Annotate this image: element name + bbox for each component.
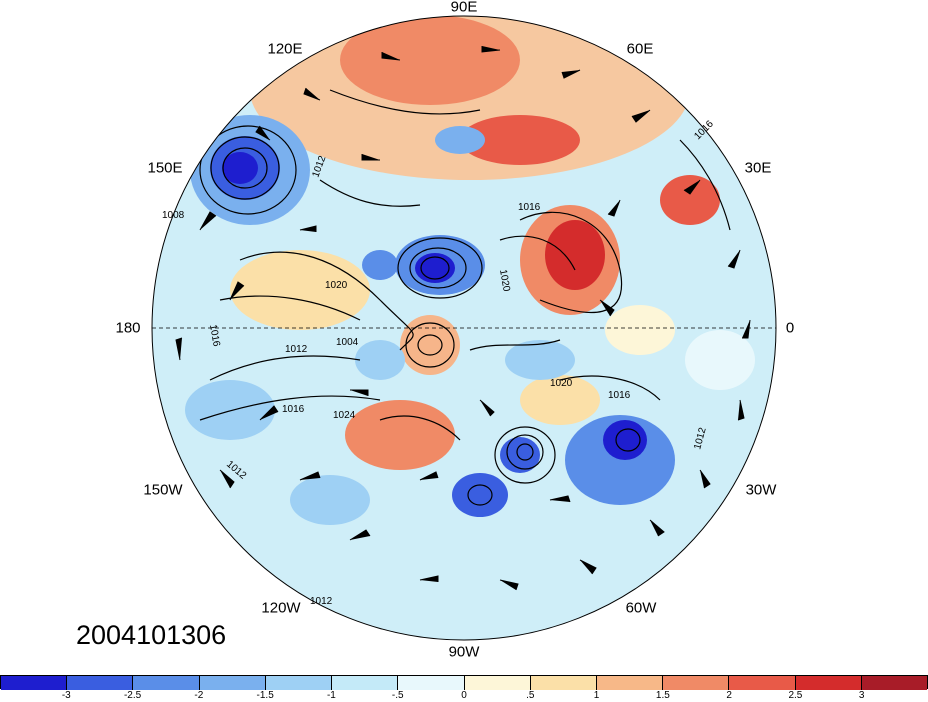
lon-label-180: 180 bbox=[115, 319, 141, 337]
lon-label-30w: 30W bbox=[745, 481, 777, 499]
colorbar-swatch bbox=[663, 676, 730, 690]
contour-label: 1016 bbox=[608, 390, 631, 401]
colorbar-tick-label: 0 bbox=[461, 690, 467, 701]
colorbar-tick-label: 1 bbox=[593, 690, 600, 701]
lon-label-150e: 150E bbox=[147, 159, 183, 177]
colorbar-swatch bbox=[1, 676, 68, 690]
colorbar-tick-label: 3 bbox=[858, 690, 865, 701]
lon-label-60e: 60E bbox=[626, 40, 654, 58]
colorbar-tick-label: -2.5 bbox=[123, 690, 142, 701]
colorbar-tick-label: 2 bbox=[726, 690, 732, 701]
colorbar-swatch bbox=[67, 676, 134, 690]
lon-label-30e: 30E bbox=[744, 159, 772, 177]
colorbar-swatch bbox=[795, 676, 862, 690]
colorbar-swatch bbox=[265, 676, 333, 690]
contour-label: 1008 bbox=[162, 210, 185, 221]
isobar-contours bbox=[199, 89, 731, 506]
colorbar-swatch bbox=[861, 676, 928, 690]
date-stamp: 2004101306 bbox=[76, 620, 227, 650]
contour-label: 1016 bbox=[207, 324, 222, 348]
lon-label-90w: 90W bbox=[448, 643, 480, 661]
lon-label-150w: 150W bbox=[143, 481, 183, 499]
colorbar-swatch bbox=[729, 676, 796, 690]
colorbar-swatch bbox=[530, 676, 597, 690]
colorbar-swatch bbox=[332, 676, 399, 690]
colorbar-tick-label: 1.5 bbox=[655, 690, 670, 701]
contour-label-group: 1016 1012 1008 1020 1016 1012 1004 1016 … bbox=[162, 118, 716, 607]
colorbar-tick-label: -2 bbox=[194, 690, 204, 701]
colorbar-tick-label: -1.5 bbox=[256, 690, 274, 701]
colorbar-swatch bbox=[133, 676, 200, 690]
map-boundary bbox=[151, 15, 777, 641]
lon-label-60w: 60W bbox=[625, 599, 657, 617]
colorbar-tick-label: .5 bbox=[526, 690, 535, 701]
colorbar-swatch bbox=[464, 676, 531, 690]
contour-label: 1004 bbox=[336, 337, 359, 348]
colorbar-swatch bbox=[596, 676, 664, 690]
contour-label: 1020 bbox=[497, 269, 512, 293]
colorbar-tick-label: 2.5 bbox=[788, 690, 803, 701]
lon-label-0: 0 bbox=[785, 319, 795, 337]
colorbar bbox=[0, 675, 928, 690]
colorbar-tick-label: -1 bbox=[326, 690, 336, 701]
wind-barbs bbox=[175, 46, 751, 591]
contour-label: 1012 bbox=[285, 344, 308, 355]
colorbar-swatch bbox=[199, 676, 266, 690]
colorbar-swatch bbox=[398, 676, 465, 690]
contour-label: 1020 bbox=[325, 280, 348, 291]
contour-label: 1020 bbox=[550, 378, 573, 389]
colorbar-tick-label: -.5 bbox=[391, 690, 404, 701]
lon-label-120e: 120E bbox=[267, 40, 303, 58]
lon-label-120w: 120W bbox=[261, 599, 301, 617]
contour-label: 1024 bbox=[333, 410, 356, 421]
contour-label: 1016 bbox=[518, 202, 541, 213]
lon-label-90e: 90E bbox=[450, 0, 478, 16]
colorbar-tick-label: -3 bbox=[61, 690, 71, 701]
contour-label: 1012 bbox=[310, 596, 333, 607]
contour-label: 1016 bbox=[282, 404, 305, 415]
